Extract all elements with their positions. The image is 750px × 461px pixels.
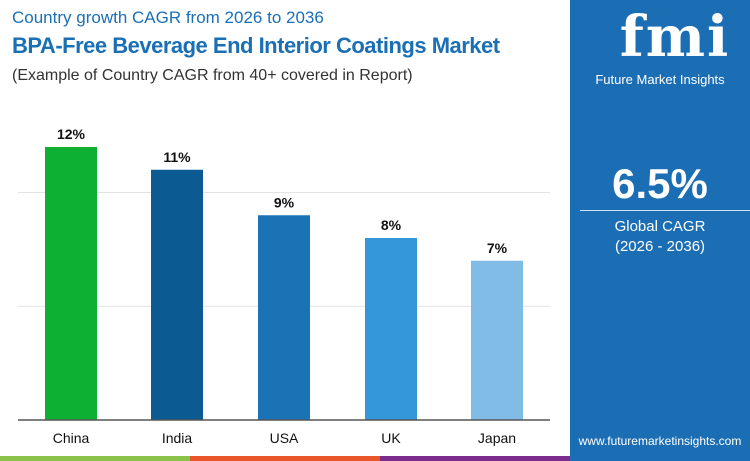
- chart-subtitle: Country growth CAGR from 2026 to 2036: [12, 8, 324, 27]
- x-tick-label: UK: [381, 430, 401, 446]
- bar-india: [151, 169, 203, 420]
- chart-title: BPA-Free Beverage End Interior Coatings …: [12, 33, 500, 58]
- x-tick-label: China: [53, 430, 90, 446]
- divider: [580, 210, 750, 211]
- x-tick-label: Japan: [478, 430, 516, 446]
- bottom-bar-green: [0, 456, 190, 461]
- bar-japan: [471, 260, 523, 420]
- bottom-bar-orange: [190, 456, 380, 461]
- data-label: 7%: [487, 240, 508, 256]
- side-panel: fmi Future Market Insights 6.5% Global C…: [570, 0, 750, 461]
- logo-text: Future Market Insights: [595, 72, 725, 87]
- fmi-logo: fmi: [619, 4, 731, 70]
- x-tick-label: USA: [270, 430, 299, 446]
- data-label: 12%: [57, 126, 86, 142]
- bar-chart: 12% China 11% India 9% USA 8% UK 7% Japan: [18, 126, 550, 446]
- bar-china: [45, 147, 97, 420]
- data-label: 9%: [274, 194, 295, 210]
- chart-note: (Example of Country CAGR from 40+ covere…: [12, 67, 413, 84]
- global-cagr-value: 6.5%: [612, 160, 708, 207]
- global-cagr-label: Global CAGR: [614, 218, 706, 235]
- data-label: 11%: [163, 149, 191, 165]
- x-tick-label: India: [162, 430, 193, 446]
- bar-usa: [258, 215, 310, 420]
- period-label: (2026 - 2036): [614, 238, 706, 255]
- bar-uk: [365, 238, 417, 420]
- bottom-bar-purple: [380, 456, 570, 461]
- data-label: 8%: [381, 217, 402, 233]
- website-link[interactable]: www.futuremarketinsights.com: [578, 434, 742, 448]
